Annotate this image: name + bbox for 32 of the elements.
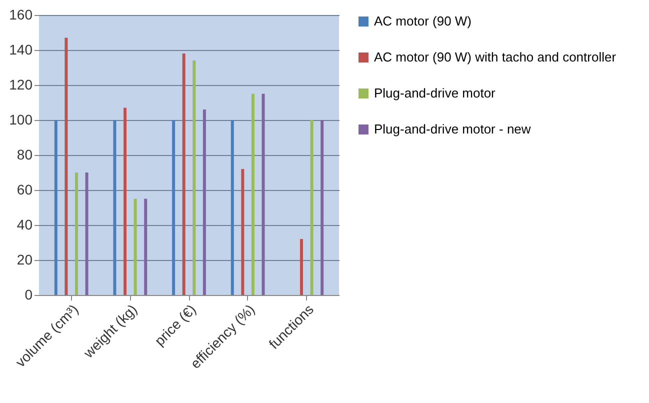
bar [251, 94, 254, 295]
bar [85, 172, 88, 295]
y-tick-label: 60 [16, 182, 33, 198]
bar [320, 120, 324, 295]
y-tick-label: 40 [16, 216, 33, 232]
bar [202, 110, 206, 295]
y-tick-label: 140 [9, 42, 33, 58]
legend-label: AC motor (90 W) with tacho and controller [374, 50, 617, 64]
bar [64, 38, 68, 295]
bar [182, 54, 186, 295]
y-tick-label: 80 [16, 146, 33, 162]
bar [192, 60, 196, 295]
y-tick-label: 100 [9, 112, 33, 128]
legend-label: AC motor (90 W) [374, 14, 472, 28]
legend-label: Plug-and-drive motor [374, 86, 496, 100]
bar [172, 120, 176, 295]
bar [134, 198, 137, 295]
bar [310, 120, 314, 295]
bar [144, 198, 148, 295]
y-tick-label: 120 [9, 76, 33, 92]
legend-label: Plug-and-drive motor - new [374, 122, 532, 136]
bar [124, 108, 127, 295]
bar [300, 239, 303, 295]
bar [241, 169, 244, 295]
bar [54, 120, 58, 295]
y-tick-label: 20 [16, 252, 33, 268]
bar [75, 172, 78, 295]
bar [230, 120, 234, 295]
y-tick-label: 160 [9, 6, 33, 22]
y-tick-label: 0 [24, 286, 33, 302]
bar [262, 94, 265, 295]
bar [113, 120, 116, 295]
